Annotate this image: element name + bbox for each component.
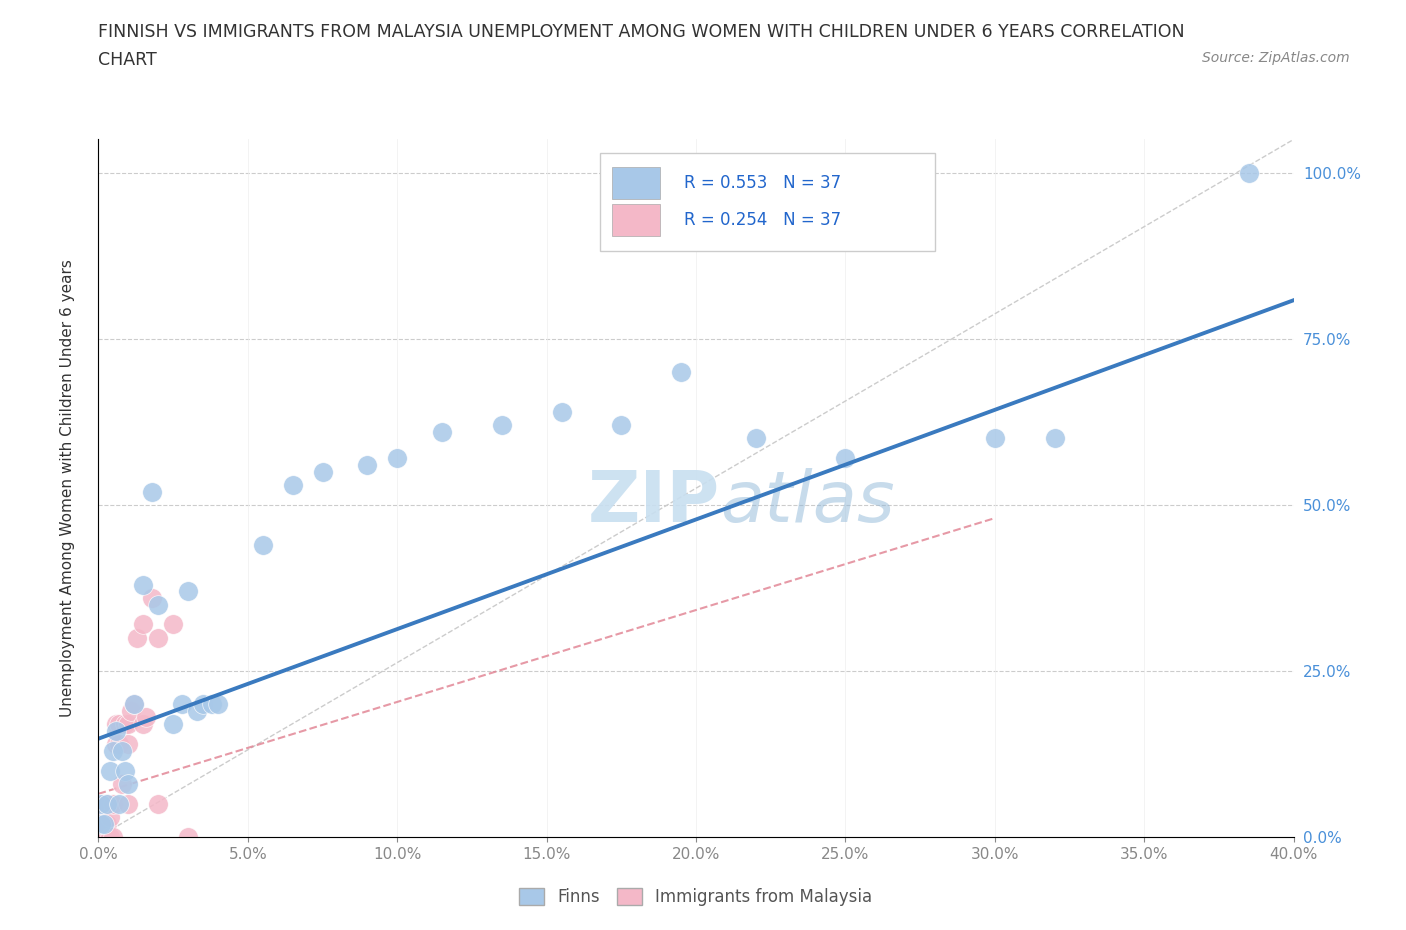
Point <box>135 710 157 724</box>
Point <box>87 830 110 844</box>
Point <box>669 365 692 379</box>
Point <box>87 817 110 831</box>
Point <box>117 717 139 732</box>
Point <box>610 418 633 432</box>
Point <box>124 697 146 711</box>
Point <box>93 817 115 831</box>
Point <box>141 485 163 499</box>
Point <box>172 697 194 711</box>
Point <box>120 703 142 718</box>
Point <box>96 796 118 811</box>
Text: CHART: CHART <box>98 51 157 69</box>
Point <box>93 796 115 811</box>
Point <box>103 796 125 811</box>
FancyBboxPatch shape <box>613 205 661 236</box>
Point <box>96 796 118 811</box>
Point <box>111 743 134 758</box>
Point <box>100 830 122 844</box>
Point <box>132 617 155 631</box>
Point <box>90 817 112 831</box>
Point <box>127 631 149 645</box>
Point <box>984 431 1007 445</box>
Point <box>111 777 134 791</box>
Point <box>207 697 229 711</box>
Point <box>108 796 131 811</box>
Point <box>162 717 184 732</box>
Point <box>186 703 208 718</box>
Point <box>177 584 200 599</box>
Point <box>1237 166 1260 180</box>
Text: ZIP: ZIP <box>588 468 720 537</box>
Point <box>114 717 136 732</box>
Point <box>93 830 115 844</box>
Text: Source: ZipAtlas.com: Source: ZipAtlas.com <box>1202 51 1350 65</box>
Point <box>491 418 513 432</box>
Point <box>745 431 768 445</box>
Point <box>105 717 128 732</box>
Point <box>114 764 136 778</box>
Point <box>148 597 170 612</box>
Point <box>87 830 110 844</box>
Point <box>191 697 214 711</box>
Point <box>90 830 112 844</box>
Point <box>124 697 146 711</box>
Point <box>90 796 112 811</box>
Point <box>1043 431 1066 445</box>
Point <box>132 578 155 592</box>
Text: atlas: atlas <box>720 468 894 537</box>
Point <box>430 424 453 439</box>
Point <box>252 538 274 552</box>
Point <box>117 777 139 791</box>
Point <box>177 830 200 844</box>
Point <box>141 591 163 605</box>
Point <box>550 405 572 419</box>
Point <box>96 817 118 831</box>
Point <box>105 724 128 738</box>
FancyBboxPatch shape <box>613 167 661 199</box>
Point <box>162 617 184 631</box>
Point <box>385 451 409 466</box>
Point <box>311 464 333 479</box>
Y-axis label: Unemployment Among Women with Children Under 6 years: Unemployment Among Women with Children U… <box>60 259 75 717</box>
Point <box>100 764 122 778</box>
Legend: Finns, Immigrants from Malaysia: Finns, Immigrants from Malaysia <box>513 881 879 912</box>
Point <box>148 796 170 811</box>
Point <box>201 697 224 711</box>
Point <box>100 810 122 825</box>
FancyBboxPatch shape <box>600 153 935 251</box>
Point <box>105 737 128 751</box>
Point <box>148 631 170 645</box>
Point <box>90 817 112 831</box>
Point <box>117 737 139 751</box>
Point <box>834 451 856 466</box>
Point <box>103 743 125 758</box>
Text: R = 0.553   N = 37: R = 0.553 N = 37 <box>685 175 841 193</box>
Point <box>87 830 110 844</box>
Point <box>108 737 131 751</box>
Point <box>281 477 304 492</box>
Point <box>356 458 378 472</box>
Point <box>87 803 110 817</box>
Point <box>96 830 118 844</box>
Text: FINNISH VS IMMIGRANTS FROM MALAYSIA UNEMPLOYMENT AMONG WOMEN WITH CHILDREN UNDER: FINNISH VS IMMIGRANTS FROM MALAYSIA UNEM… <box>98 23 1185 41</box>
Point <box>117 796 139 811</box>
Point <box>90 803 112 817</box>
Text: R = 0.254   N = 37: R = 0.254 N = 37 <box>685 211 841 230</box>
Point <box>108 717 131 732</box>
Point <box>132 717 155 732</box>
Point <box>103 830 125 844</box>
